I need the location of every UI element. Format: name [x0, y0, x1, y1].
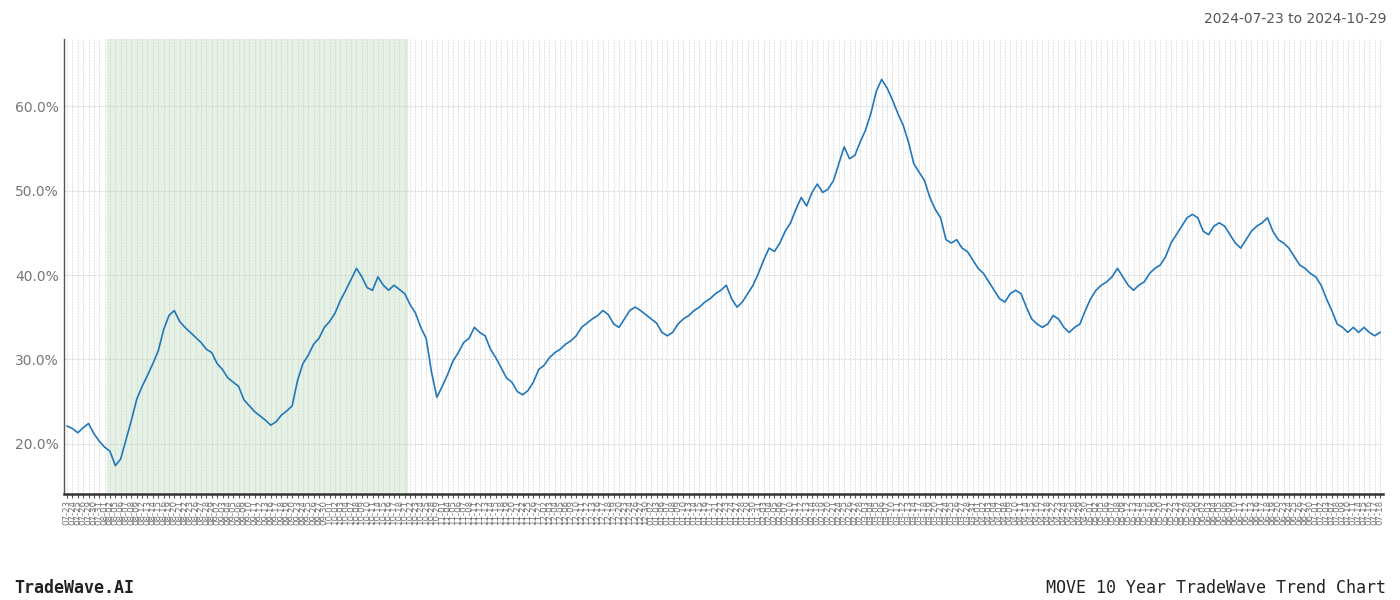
Bar [108, 39, 407, 494]
Text: MOVE 10 Year TradeWave Trend Chart: MOVE 10 Year TradeWave Trend Chart [1046, 579, 1386, 597]
Text: 2024-07-23 to 2024-10-29: 2024-07-23 to 2024-10-29 [1204, 12, 1386, 26]
Text: TradeWave.AI: TradeWave.AI [14, 579, 134, 597]
